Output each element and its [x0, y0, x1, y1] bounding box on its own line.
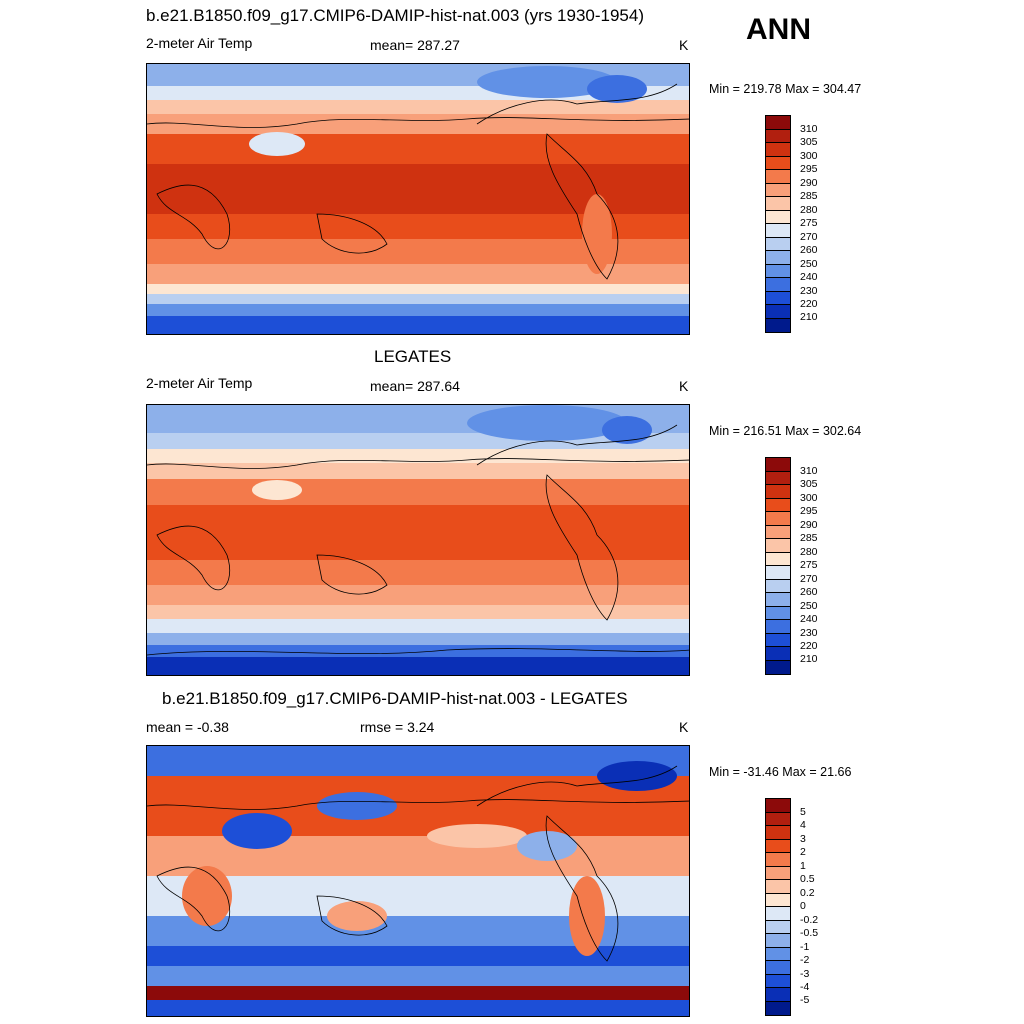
panel2-colorbar-tick: 210 — [800, 653, 818, 665]
panel3-colorbar-tick: 0.5 — [800, 873, 815, 885]
panel2-colorbar-tick: 220 — [800, 640, 818, 652]
panel2-colorbar-tick: 295 — [800, 505, 818, 517]
panel3-colorbar-tick: -0.5 — [800, 927, 819, 939]
panel3-colorbar-tick: -3 — [800, 968, 810, 980]
panel2-colorbar — [765, 457, 791, 675]
panel3-title: b.e21.B1850.f09_g17.CMIP6-DAMIP-hist-nat… — [162, 689, 628, 708]
panel2-temperature-field — [147, 405, 689, 675]
panel2-title: LEGATES — [374, 347, 452, 366]
panel1-colorbar-tick: 210 — [800, 311, 818, 323]
panel1-colorbar-tick: 295 — [800, 163, 818, 175]
panel1-minmax: Min = 219.78 Max = 304.47 — [709, 82, 862, 96]
panel2-colorbar-tick: 240 — [800, 613, 818, 625]
panel3-colorbar-tick: 4 — [800, 819, 806, 831]
panel1-colorbar-tick: 275 — [800, 217, 818, 229]
panel3-colorbar-tick: -0.2 — [800, 914, 819, 926]
panel1-colorbar-tick: 240 — [800, 271, 818, 283]
panel1-title: b.e21.B1850.f09_g17.CMIP6-DAMIP-hist-nat… — [146, 6, 644, 25]
panel3-colorbar-tick: -4 — [800, 981, 810, 993]
season-label: ANN — [746, 13, 811, 46]
panel2-units-label: K — [679, 378, 689, 394]
panel1-colorbar-tick: 250 — [800, 258, 818, 270]
panel1-variable-label: 2-meter Air Temp — [146, 35, 253, 51]
panel3-units-label: K — [679, 719, 689, 735]
panel3-colorbar-tick: 0 — [800, 900, 806, 912]
panel3-colorbar-tick: -2 — [800, 954, 810, 966]
panel2-colorbar-tick: 310 — [800, 465, 818, 477]
panel2-colorbar-tick: 290 — [800, 519, 818, 531]
panel1-mean-label: mean= 287.27 — [370, 37, 460, 53]
panel3-colorbar-tick: -5 — [800, 994, 810, 1006]
panel3-rmse-label: rmse = 3.24 — [360, 719, 435, 735]
panel3-colorbar-tick: 5 — [800, 806, 806, 818]
panel3-colorbar-tick: 1 — [800, 860, 806, 872]
panel3-colorbar-tick: -1 — [800, 941, 810, 953]
panel1-colorbar-tick: 280 — [800, 204, 818, 216]
panel2-minmax: Min = 216.51 Max = 302.64 — [709, 424, 862, 438]
panel1-colorbar-tick: 300 — [800, 150, 818, 162]
panel1-colorbar-tick: 220 — [800, 298, 818, 310]
panel3-map — [146, 745, 690, 1017]
panel2-colorbar-tick: 280 — [800, 546, 818, 558]
panel1-temperature-field — [147, 64, 689, 334]
panel2-colorbar-tick: 300 — [800, 492, 818, 504]
panel2-colorbar-tick: 305 — [800, 478, 818, 490]
panel3-colorbar — [765, 798, 791, 1016]
panel3-colorbar-tick: 2 — [800, 846, 806, 858]
panel1-colorbar-tick: 260 — [800, 244, 818, 256]
panel1-units-label: K — [679, 37, 689, 53]
panel1-colorbar-tick: 305 — [800, 136, 818, 148]
panel1-colorbar-tick: 290 — [800, 177, 818, 189]
panel1-colorbar-tick: 270 — [800, 231, 818, 243]
panel1-colorbar — [765, 115, 791, 333]
panel2-map — [146, 404, 690, 676]
panel1-map — [146, 63, 690, 335]
panel1-colorbar-tick: 310 — [800, 123, 818, 135]
panel2-colorbar-tick: 275 — [800, 559, 818, 571]
panel2-colorbar-tick: 285 — [800, 532, 818, 544]
panel2-colorbar-tick: 270 — [800, 573, 818, 585]
panel3-minmax: Min = -31.46 Max = 21.66 — [709, 765, 852, 779]
panel2-colorbar-tick: 260 — [800, 586, 818, 598]
panel1-colorbar-tick: 285 — [800, 190, 818, 202]
panel2-variable-label: 2-meter Air Temp — [146, 375, 253, 391]
panel3-colorbar-tick: 3 — [800, 833, 806, 845]
panel3-colorbar-tick: 0.2 — [800, 887, 815, 899]
panel2-mean-label: mean= 287.64 — [370, 378, 460, 394]
panel1-colorbar-tick: 230 — [800, 285, 818, 297]
panel3-mean-label: mean = -0.38 — [146, 719, 229, 735]
panel2-colorbar-tick: 230 — [800, 627, 818, 639]
panel2-colorbar-tick: 250 — [800, 600, 818, 612]
panel3-difference-field — [147, 746, 689, 1016]
